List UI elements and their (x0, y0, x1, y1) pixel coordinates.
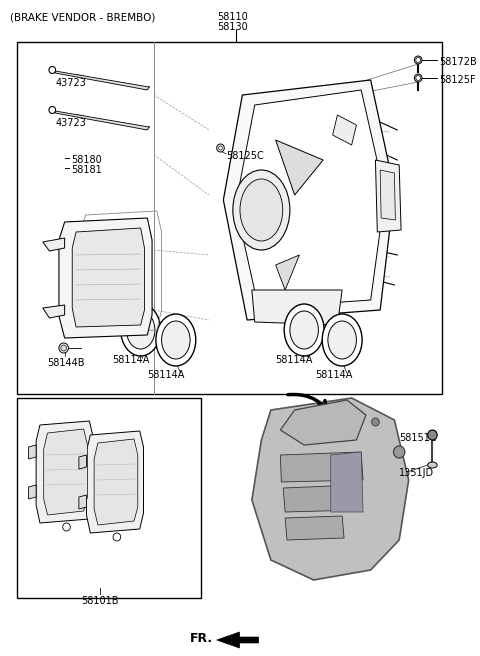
Polygon shape (283, 485, 358, 512)
Text: 43723: 43723 (55, 78, 86, 88)
Text: 1351JD: 1351JD (399, 468, 434, 478)
Bar (17, 398, 202, 598)
Text: 58151C: 58151C (399, 433, 437, 443)
Polygon shape (94, 439, 138, 525)
Text: 58130: 58130 (217, 22, 248, 32)
Text: 58125C: 58125C (226, 151, 264, 161)
Circle shape (416, 58, 420, 62)
Polygon shape (280, 400, 366, 445)
Ellipse shape (322, 314, 362, 366)
Ellipse shape (156, 314, 196, 366)
Polygon shape (55, 71, 149, 90)
Circle shape (414, 74, 422, 82)
Circle shape (49, 106, 56, 113)
Polygon shape (236, 90, 385, 308)
Polygon shape (43, 305, 65, 318)
Circle shape (63, 523, 71, 531)
Ellipse shape (238, 95, 390, 295)
Polygon shape (79, 455, 86, 469)
Polygon shape (59, 218, 152, 338)
Polygon shape (280, 452, 363, 482)
Text: 58180: 58180 (72, 155, 102, 165)
Polygon shape (331, 452, 363, 512)
Polygon shape (333, 115, 357, 145)
Circle shape (414, 56, 422, 64)
Text: 58172B: 58172B (439, 57, 477, 67)
Ellipse shape (233, 170, 290, 250)
Ellipse shape (240, 179, 283, 241)
Polygon shape (252, 290, 342, 325)
Text: 58110: 58110 (217, 12, 248, 22)
Polygon shape (276, 255, 300, 290)
Ellipse shape (284, 304, 324, 356)
Polygon shape (86, 431, 144, 533)
Polygon shape (28, 485, 36, 499)
Circle shape (394, 446, 405, 458)
Circle shape (113, 533, 120, 541)
Polygon shape (276, 140, 323, 195)
Polygon shape (43, 238, 65, 251)
Text: 58114A: 58114A (315, 370, 353, 380)
Text: 58125F: 58125F (439, 75, 476, 85)
Polygon shape (223, 80, 395, 320)
Ellipse shape (290, 311, 318, 349)
Polygon shape (216, 632, 259, 648)
Polygon shape (72, 228, 144, 327)
Text: 58181: 58181 (72, 165, 102, 175)
Polygon shape (285, 516, 344, 540)
Ellipse shape (126, 311, 155, 349)
Circle shape (49, 66, 56, 73)
Text: 58114A: 58114A (147, 370, 185, 380)
Polygon shape (55, 111, 149, 130)
Circle shape (61, 345, 67, 351)
Polygon shape (380, 170, 396, 220)
Polygon shape (28, 445, 36, 459)
Bar (17, 42, 442, 394)
Circle shape (428, 430, 437, 440)
Polygon shape (36, 421, 93, 523)
Polygon shape (252, 398, 408, 580)
Text: (BRAKE VENDOR - BREMBO): (BRAKE VENDOR - BREMBO) (10, 12, 155, 22)
Text: FR.: FR. (190, 632, 213, 645)
Ellipse shape (328, 321, 357, 359)
Text: 43723: 43723 (55, 118, 86, 128)
Text: 58101B: 58101B (81, 596, 119, 606)
Ellipse shape (162, 321, 190, 359)
Text: 58114A: 58114A (112, 355, 150, 365)
Circle shape (416, 75, 420, 81)
Polygon shape (375, 160, 401, 232)
Circle shape (216, 144, 224, 152)
Ellipse shape (120, 304, 161, 356)
Polygon shape (44, 429, 87, 515)
Circle shape (59, 343, 69, 353)
Ellipse shape (428, 462, 437, 468)
Text: 58144B: 58144B (48, 358, 85, 368)
Circle shape (372, 418, 379, 426)
Polygon shape (79, 495, 86, 509)
Text: 58114A: 58114A (276, 355, 313, 365)
Circle shape (218, 146, 222, 150)
